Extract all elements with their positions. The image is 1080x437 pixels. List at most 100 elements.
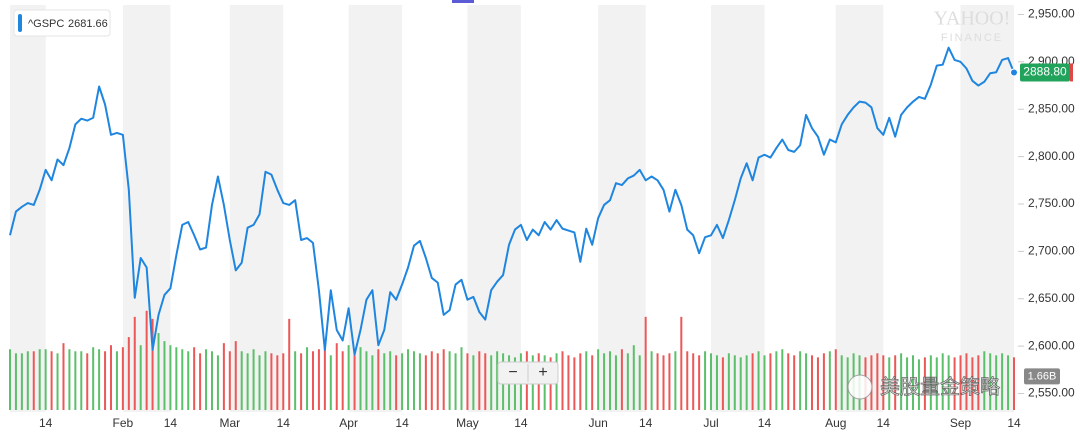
plot (9, 46, 1018, 356)
zoom-in[interactable]: + (538, 364, 547, 381)
volume-bar (306, 347, 309, 410)
volume-bar (739, 357, 742, 410)
volume-bar (662, 355, 665, 410)
volume-bar (311, 351, 314, 410)
volume-bar (246, 353, 249, 410)
volume-bar (751, 353, 754, 410)
volume-bar (917, 359, 920, 410)
volume-bar (193, 347, 196, 410)
volume-bar (591, 355, 594, 410)
volume-bar (335, 343, 338, 410)
x-tick-label: Jun (588, 416, 607, 430)
volume-bar (418, 353, 421, 410)
volume-bar (585, 351, 588, 410)
volume-bar (781, 349, 784, 410)
volume-bar (56, 353, 59, 410)
volume-bar (793, 355, 796, 410)
volume-bar (763, 355, 766, 410)
volume-bar (721, 357, 724, 410)
volume-bar (680, 316, 683, 410)
x-tick-label: 14 (514, 416, 528, 430)
volume-bar (98, 349, 101, 410)
volume-bar (377, 349, 380, 410)
x-tick-label: 14 (164, 416, 178, 430)
volume-bar (620, 349, 623, 410)
volume-bar (424, 355, 427, 410)
volume-bar (971, 357, 974, 410)
volume-bar (187, 351, 190, 410)
volume-bar (929, 355, 932, 410)
volume-bar (115, 351, 118, 410)
volume-tick-badge (1024, 368, 1060, 385)
y-tick-label: 2,600.00 (1028, 338, 1075, 352)
volume-bar (692, 353, 695, 410)
volume-bar (965, 353, 968, 410)
volume-bar (811, 355, 814, 410)
volume-bar (430, 351, 433, 410)
zoom-control: − + (497, 361, 559, 385)
volume-bar (353, 355, 356, 410)
volume-bar (567, 355, 570, 410)
scroll-indicator (452, 0, 474, 3)
volume-bar (775, 351, 778, 410)
volume-bar (947, 355, 950, 410)
volume-bar (704, 351, 707, 410)
volume-bar (906, 357, 909, 410)
volume-bar (258, 355, 261, 410)
volume-bar (228, 351, 231, 410)
volume-bar (222, 343, 225, 410)
volume-bar (561, 351, 564, 410)
volume-bar (656, 353, 659, 410)
x-tick-label: 14 (877, 416, 891, 430)
volume-bar (876, 353, 879, 410)
volume-bar (1007, 355, 1010, 410)
volume-bar (983, 351, 986, 410)
volume-bar (822, 353, 825, 410)
volume-bar (941, 353, 944, 410)
volume-bar (573, 357, 576, 410)
volume-bar (935, 357, 938, 410)
watermark: YAHOO! FINANCE (934, 8, 1011, 44)
volume-bar (145, 310, 148, 410)
volume-bar (205, 349, 208, 410)
y-tick-label: 2,550.00 (1028, 386, 1075, 400)
last-value-flag (1070, 63, 1073, 82)
legend-value: 2681.66 (68, 18, 108, 30)
volume-bar (472, 355, 475, 410)
volume-bar (977, 355, 980, 410)
x-tick-label: Mar (219, 416, 240, 430)
y-tick-label: 2,800.00 (1028, 149, 1075, 163)
legend-box (13, 9, 111, 37)
volume-bar (490, 355, 493, 410)
watermark-sub: FINANCE (941, 32, 1003, 44)
volume-bar (888, 357, 891, 410)
volume-bar (371, 355, 374, 410)
volume-bar (109, 345, 112, 410)
band (960, 5, 1014, 412)
volume-bar (80, 351, 83, 410)
zoom-out[interactable]: − (508, 364, 517, 381)
x-tick-label: Apr (339, 416, 358, 430)
price-line (9, 46, 1015, 356)
legend-name: ^GSPC (28, 18, 64, 30)
month-bands (10, 5, 1014, 412)
stamp-text: 美股量金策略 (880, 375, 1000, 399)
volume-bar (632, 345, 635, 410)
volume-bar (329, 355, 332, 410)
volume-bar (638, 355, 641, 410)
x-tick-label: 14 (1007, 416, 1021, 430)
volume-bar (44, 349, 47, 410)
volume-bar (674, 351, 677, 410)
x-tick-label: May (456, 416, 479, 430)
volume-bar (74, 351, 77, 410)
volume-bar (276, 355, 279, 410)
volume-bar (341, 351, 344, 410)
y-tick-label: 2,950.00 (1028, 7, 1075, 21)
volume-bar (454, 353, 457, 410)
volume-bar (614, 355, 617, 410)
volume-bar (26, 351, 29, 410)
x-tick-label: 14 (395, 416, 409, 430)
x-tick-label: 14 (39, 416, 53, 430)
volume-bar (912, 355, 915, 410)
volume-bar (597, 349, 600, 410)
